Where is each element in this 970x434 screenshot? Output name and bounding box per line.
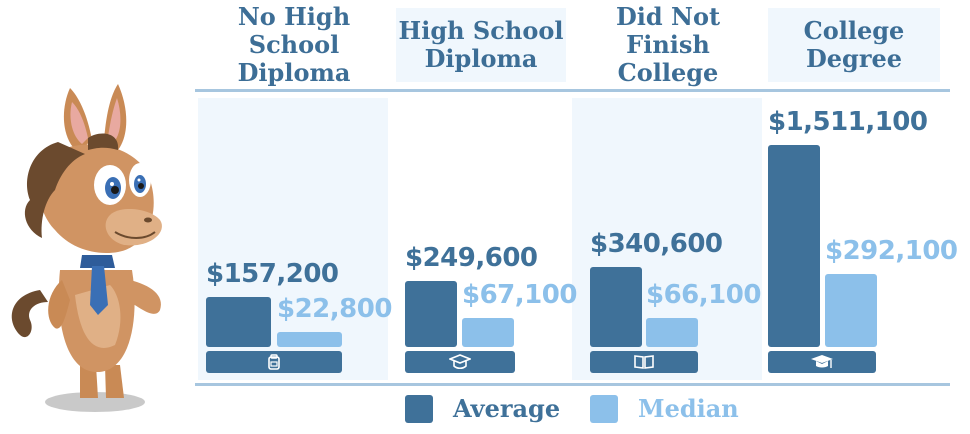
graduation-cap-icon [449,354,471,370]
header-background-college [768,8,940,82]
data-label-average: $1,511,100 [768,107,928,137]
bar-average [590,266,642,347]
data-label-average: $249,600 [405,242,538,273]
backpack-icon [268,354,280,370]
data-label-median: $67,100 [462,279,577,310]
icon-strip [405,351,515,373]
category-header: No High School Diploma [237,2,351,87]
donkey-mascot-image [11,84,162,412]
category-header: High School Diploma [398,16,564,73]
bar-median [825,274,877,347]
bar-median [462,317,514,347]
category-header: Did Not Finish College [615,2,721,87]
bar-average [768,145,820,347]
legend-label: Median [638,394,739,423]
icon-strip [590,351,698,373]
top-divider [195,89,950,92]
data-label-median: $22,800 [277,293,392,324]
category-header: College Degree [803,16,905,73]
icon-strip [768,351,876,373]
bar-average [405,280,457,347]
legend-median: Median [590,394,739,423]
open-book-icon [634,355,654,369]
header-background-hs [396,8,566,82]
legend-label: Average [453,394,561,423]
bottom-divider [195,383,950,386]
data-label-average: $340,600 [590,228,723,259]
icon-strip [206,351,342,373]
data-label-average: $157,200 [206,259,339,290]
legend-average: Average [405,394,560,423]
data-label-median: $292,100 [825,236,958,267]
mortarboard-icon [811,355,833,368]
bar-average [206,297,271,347]
legend-swatch-average [405,394,433,423]
data-label-median: $66,100 [646,279,761,310]
bar-median [277,331,342,347]
legend-swatch-median [590,394,618,423]
bar-median [646,317,698,347]
